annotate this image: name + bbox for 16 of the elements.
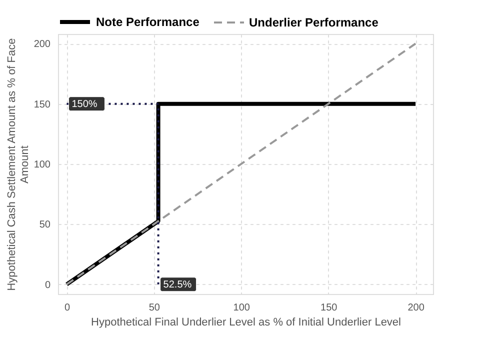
- x-tick-label: 50: [148, 302, 160, 314]
- x-tick-label: 0: [64, 302, 70, 314]
- x-axis-title: Hypothetical Final Underlier Level as % of Initial Underlier Level: [91, 316, 401, 328]
- annotation: 150%: [72, 98, 98, 110]
- y-tick-label: 200: [34, 39, 51, 50]
- y-axis-title: Hypothetical Cash Settlement Amount as % of Face Amount: [6, 38, 31, 291]
- legend-label: Note Performance: [96, 15, 200, 29]
- x-tick-label: 200: [408, 302, 425, 314]
- y-tick-label: 50: [39, 220, 51, 231]
- x-tick-label: 100: [233, 302, 250, 314]
- y-tick-label: 0: [44, 280, 51, 291]
- legend-label: Underlier Performance: [249, 16, 379, 30]
- x-tick-label: 150: [320, 302, 338, 314]
- y-tick-label: 100: [34, 160, 51, 170]
- y-tick-label: 150: [34, 99, 51, 110]
- annotation: 52.5%: [163, 279, 192, 290]
